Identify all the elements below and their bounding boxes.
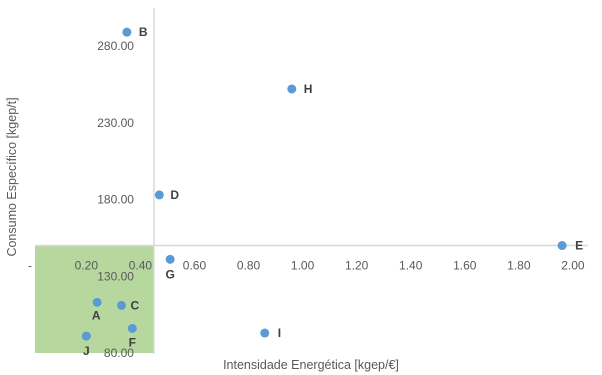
data-label: B [139,25,148,39]
data-points: A B C D E F G H I J [82,25,583,358]
x-tick-label: 0.80 [237,259,261,273]
data-point [128,324,137,333]
data-label: J [83,344,90,358]
data-point [122,28,131,37]
y-tick-label: 280.00 [97,39,134,53]
x-tick-label: 1.40 [399,259,423,273]
data-label: D [170,188,179,202]
y-tick-label: 230.00 [97,116,134,130]
data-label: G [165,267,174,281]
x-tick-label: 2.00 [561,259,585,273]
data-label: A [92,308,101,322]
data-label: I [278,326,281,340]
x-axis-label: Intensidade Energética [kgep/€] [223,358,399,372]
x-tick-label: 0.20 [75,259,99,273]
y-tick-label: 130.00 [97,269,134,283]
x-tick-label: 1.00 [291,259,315,273]
data-label: C [130,298,139,312]
data-point [82,332,91,341]
data-point [155,190,164,199]
x-tick-label: 1.80 [507,259,531,273]
x-tick-label: 1.20 [345,259,369,273]
data-point [166,255,175,264]
x-tick-label: 1.60 [453,259,477,273]
data-point [287,84,296,93]
data-point [117,301,126,310]
y-tick-label: 180.00 [97,193,134,207]
data-label: H [304,82,313,96]
data-point [93,298,102,307]
x-tick-label: - [28,259,32,273]
data-label: F [129,335,136,349]
data-point [260,329,269,338]
y-axis-label: Consumo Específico [kgep/t] [5,97,19,256]
data-point [558,241,567,250]
data-label: E [575,239,583,253]
x-tick-label: 0.60 [183,259,207,273]
